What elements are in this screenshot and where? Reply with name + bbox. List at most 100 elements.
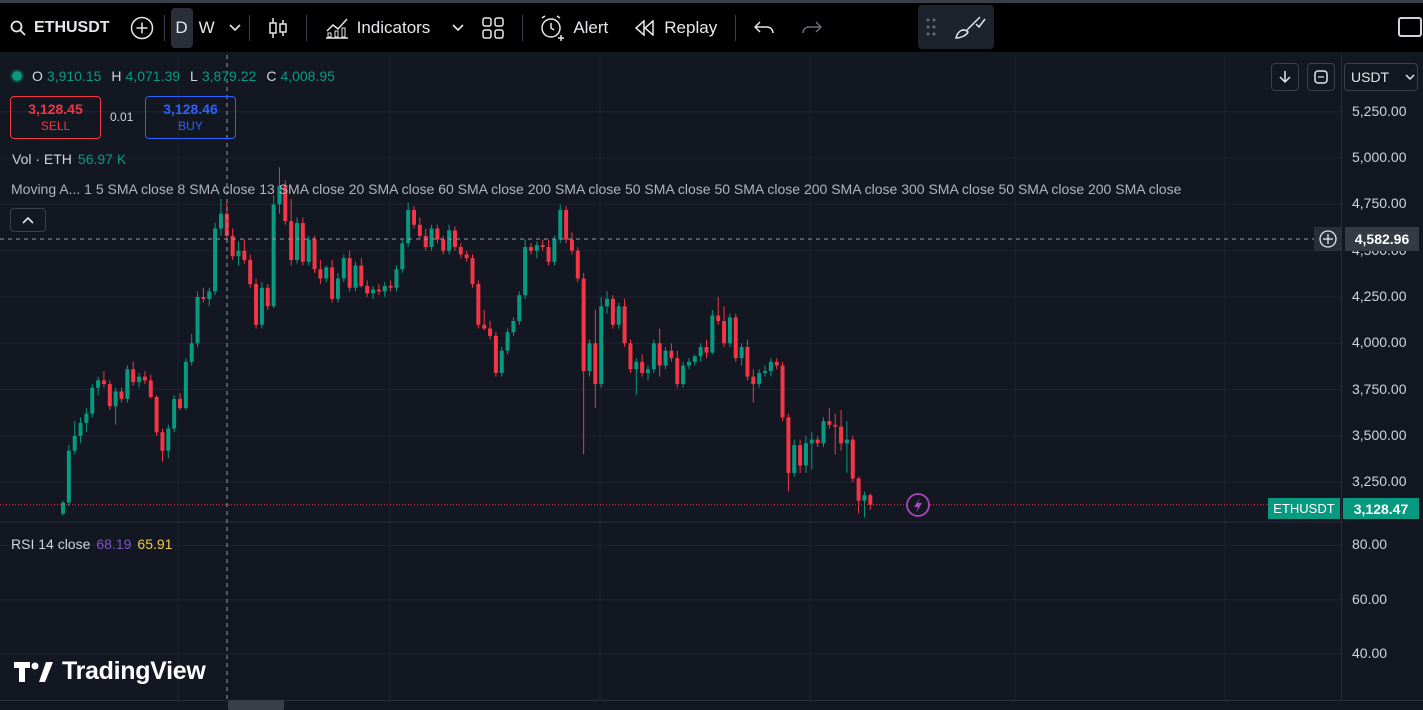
candle-body [505, 332, 510, 351]
candle-body [710, 315, 715, 353]
candle-body [160, 432, 165, 451]
candle-body [172, 398, 177, 429]
tradingview-logo[interactable]: TradingView [14, 657, 206, 686]
candle-body [827, 421, 832, 425]
brush-icon[interactable] [952, 14, 986, 40]
volume-legend[interactable]: Vol · ETH 56.97 K [12, 151, 126, 167]
candle-body [833, 424, 838, 427]
candle-body [101, 380, 106, 385]
rsi-tick: 40.00 [1352, 645, 1388, 661]
window-icon[interactable] [1398, 17, 1422, 37]
rsi-legend[interactable]: RSI 14 close 68.19 65.91 [11, 536, 172, 552]
candle-body [271, 204, 276, 307]
candle-body [751, 376, 756, 385]
candle-body [61, 502, 65, 514]
price-scale[interactable] [1341, 55, 1423, 700]
sell-button[interactable]: 3,128.45 SELL [10, 96, 101, 139]
interval-dropdown[interactable] [221, 3, 249, 52]
compare-symbol-button[interactable] [120, 3, 164, 52]
price-tick: 4,000.00 [1352, 334, 1407, 351]
candle-body [798, 445, 803, 466]
market-status-icon[interactable] [12, 71, 22, 81]
toolbar-divider [248, 14, 250, 41]
fullscreen-icon [1314, 70, 1328, 84]
time-axis-strip[interactable] [0, 700, 1423, 710]
candle-body [523, 246, 528, 296]
candle-body [786, 417, 791, 473]
candle-body [564, 209, 569, 240]
chart-grid [0, 55, 1341, 700]
candle-body [534, 245, 539, 251]
add-alert-plus-button[interactable] [1314, 227, 1342, 251]
candle-body [259, 287, 264, 325]
candle-body [792, 445, 797, 473]
candle-body [312, 239, 317, 270]
candle-body [569, 239, 574, 251]
alert-button[interactable]: Alert [523, 3, 618, 52]
toolbar-divider [163, 14, 165, 41]
candle-body [154, 397, 159, 433]
layouts-button[interactable] [476, 3, 522, 52]
candle-body [844, 439, 849, 444]
alert-label: Alert [573, 17, 609, 37]
tradingview-logo-icon [14, 661, 53, 682]
interval-w-button[interactable]: W [198, 17, 215, 37]
undo-button[interactable] [736, 3, 792, 52]
candle-body [856, 478, 861, 501]
candle-body [464, 254, 469, 259]
time-scrollbar[interactable] [228, 700, 284, 710]
candle-body [218, 213, 223, 229]
volume-value: 56.97 K [77, 151, 127, 167]
redo-button[interactable] [792, 3, 832, 52]
indicators-button[interactable]: Indicators [307, 3, 441, 52]
chevron-down-icon [452, 23, 464, 32]
candle-body [610, 298, 615, 325]
candle-body [207, 291, 212, 299]
symbol-search[interactable]: ETHUSDT [0, 3, 120, 52]
candle-body [780, 365, 785, 418]
chevron-down-icon [1405, 73, 1415, 81]
candle-body [295, 222, 299, 260]
chart-type-button[interactable] [250, 3, 306, 52]
candle-body [412, 209, 416, 225]
candle-body [248, 259, 253, 285]
candle-body [558, 209, 563, 240]
candle-body [277, 185, 282, 205]
sell-price: 3,128.45 [28, 100, 83, 117]
rsi-value-2: 65.91 [137, 536, 173, 552]
buy-button[interactable]: 3,128.46 BUY [145, 96, 236, 139]
scroll-to-latest-button[interactable] [1271, 63, 1299, 91]
layouts-icon [482, 16, 505, 39]
volume-label: Vol · ETH [12, 151, 72, 167]
moving-average-legend[interactable]: Moving A... 1 5 SMA close 8 SMA close 13… [11, 181, 1182, 197]
candle-body [803, 443, 808, 466]
candlestick-chart[interactable] [0, 55, 1341, 700]
candle-body [376, 289, 381, 292]
candle-body [669, 350, 674, 359]
candle-body [704, 347, 709, 353]
indicators-icon [325, 17, 349, 39]
lightning-icon [906, 493, 930, 517]
candle-body [616, 306, 621, 325]
interval-d-button[interactable]: D [170, 7, 193, 48]
candle-body [651, 343, 656, 370]
auto-scale-button[interactable] [1307, 63, 1335, 91]
candle-body [283, 185, 288, 222]
candle-body [359, 265, 364, 286]
drag-handle-icon[interactable] [926, 17, 936, 37]
sell-label: SELL [40, 118, 71, 133]
currency-select[interactable]: USDT [1344, 63, 1418, 91]
collapse-legend-button[interactable] [10, 208, 46, 232]
candle-body [90, 387, 95, 414]
replay-button[interactable]: Replay [618, 3, 727, 52]
candle-body [289, 221, 294, 260]
candle-body [488, 328, 493, 336]
candle-body [622, 306, 627, 344]
indicators-dropdown[interactable] [440, 3, 476, 52]
candle-body [230, 235, 235, 257]
candle-body [66, 450, 71, 503]
candle-body [330, 267, 335, 299]
candle-body [733, 317, 738, 359]
candle-body [318, 269, 323, 279]
price-tick: 3,250.00 [1352, 473, 1407, 490]
